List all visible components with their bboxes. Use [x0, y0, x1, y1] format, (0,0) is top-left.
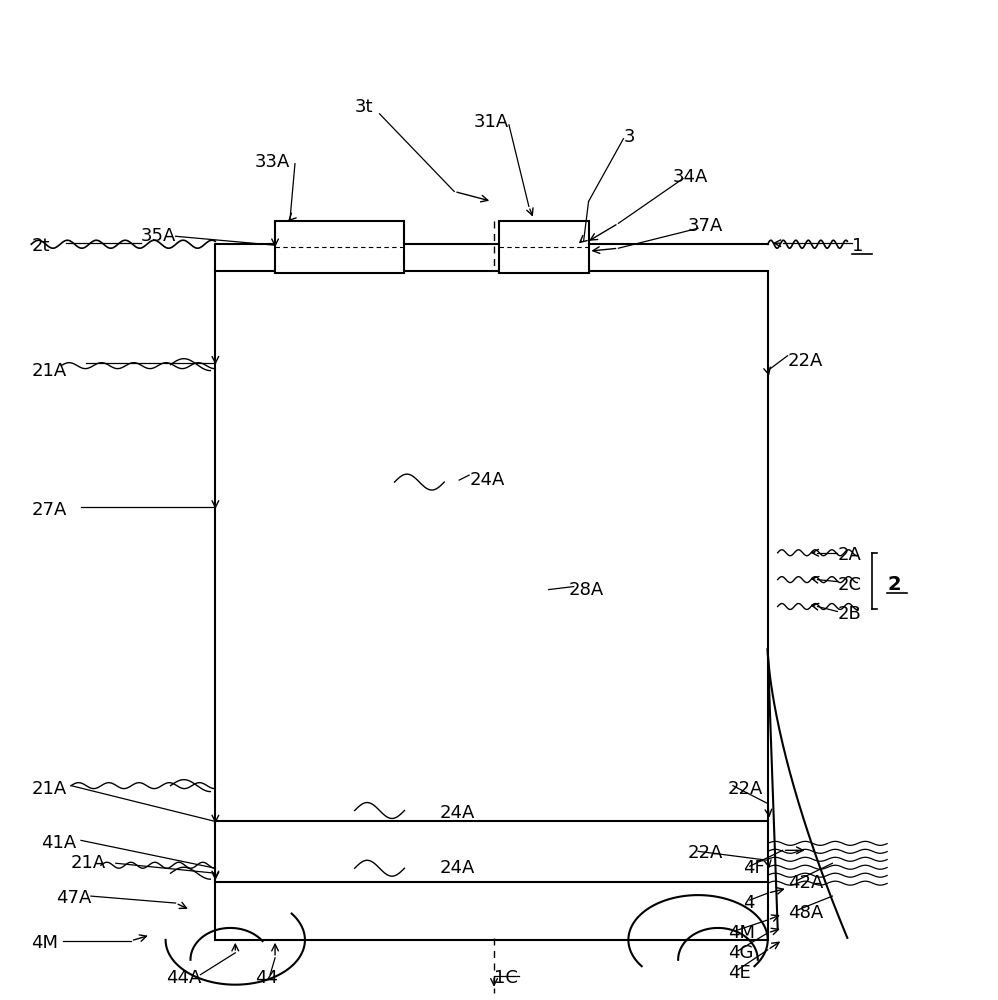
Text: 33A: 33A: [255, 153, 290, 171]
Text: 44: 44: [255, 969, 278, 987]
Text: 4F: 4F: [743, 859, 764, 877]
Bar: [499, 221, 589, 273]
Text: 27A: 27A: [31, 501, 67, 519]
Text: 2t: 2t: [31, 237, 50, 255]
Text: 24A: 24A: [469, 471, 505, 489]
Bar: [216, 821, 767, 883]
Text: 21A: 21A: [71, 854, 107, 872]
Text: 22A: 22A: [787, 352, 823, 370]
Text: 2C: 2C: [837, 576, 861, 594]
Text: 22A: 22A: [728, 780, 763, 798]
Text: 4: 4: [743, 894, 754, 912]
Text: 2A: 2A: [837, 546, 861, 564]
Text: 31A: 31A: [474, 113, 509, 131]
Text: 1: 1: [852, 237, 863, 255]
Bar: [216, 882, 767, 940]
Text: 21A: 21A: [31, 780, 67, 798]
Text: 44A: 44A: [166, 969, 201, 987]
Text: 1C: 1C: [494, 969, 518, 987]
Text: 2: 2: [887, 575, 901, 594]
Text: 4G: 4G: [728, 944, 753, 962]
Text: 41A: 41A: [41, 834, 77, 852]
Text: 24A: 24A: [439, 859, 475, 877]
Text: 2B: 2B: [837, 605, 861, 623]
Text: 48A: 48A: [787, 904, 823, 922]
Text: 3: 3: [624, 128, 635, 146]
Bar: [275, 221, 404, 273]
Text: 47A: 47A: [56, 889, 92, 907]
Text: 35A: 35A: [141, 227, 176, 245]
Text: 3t: 3t: [354, 98, 373, 116]
Text: 4M: 4M: [728, 924, 754, 942]
Text: 28A: 28A: [569, 581, 604, 599]
Text: 24A: 24A: [439, 804, 475, 822]
Text: 4M: 4M: [31, 934, 58, 952]
Bar: [216, 271, 767, 823]
Text: 4E: 4E: [728, 964, 750, 982]
Text: 42A: 42A: [787, 874, 823, 892]
Text: 21A: 21A: [31, 362, 67, 380]
Text: 34A: 34A: [674, 168, 709, 186]
Text: 37A: 37A: [688, 217, 724, 235]
Text: 22A: 22A: [688, 844, 724, 862]
